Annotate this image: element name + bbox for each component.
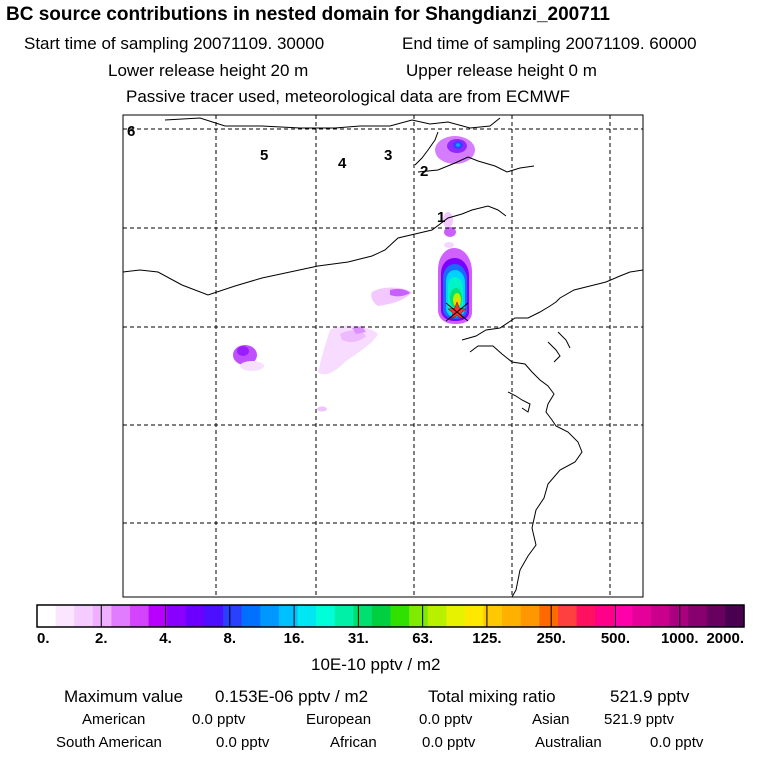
- time-marker-1: 1: [437, 209, 445, 226]
- region-australian-label: Australian: [535, 734, 602, 751]
- legend-swatch: [390, 605, 410, 627]
- region-australian-value: 0.0 pptv: [650, 734, 704, 751]
- legend-level-label: 2000.: [706, 630, 744, 647]
- page-title: BC source contributions in nested domain…: [6, 4, 610, 25]
- region-american-value: 0.0 pptv: [192, 711, 246, 728]
- region-african-label: African: [330, 734, 377, 751]
- legend-swatch: [502, 605, 522, 627]
- coastlines: [123, 117, 643, 597]
- legend-swatch: [520, 605, 540, 627]
- max-value-label: Maximum value: [64, 687, 184, 706]
- legend-swatch: [55, 605, 75, 627]
- legend-unit: 10E-10 pptv / m2: [311, 655, 441, 674]
- legend-swatch: [185, 605, 206, 627]
- legend-level-label: 500.: [601, 630, 630, 647]
- legend-swatch: [241, 605, 261, 627]
- legend-level-label: 125.: [472, 630, 501, 647]
- legend-colorbar: [37, 605, 745, 627]
- legend-swatch: [483, 605, 503, 627]
- legend-level-label: 2.: [95, 630, 108, 647]
- legend-level-label: 1000.: [661, 630, 699, 647]
- release-upper: Upper release height 0 m: [406, 61, 597, 80]
- legend-swatch: [446, 605, 466, 627]
- legend-level-label: 63.: [412, 630, 433, 647]
- region-south-american-value: 0.0 pptv: [216, 734, 270, 751]
- time-markers: 1 2 3 4 5 6: [127, 123, 445, 226]
- legend-labels: 0. 2. 4. 8. 16. 31. 63. 125. 250. 500. 1000. 2000.: [37, 630, 744, 647]
- legend-swatch: [409, 605, 429, 627]
- legend-swatch: [353, 605, 373, 627]
- legend-swatch: [576, 605, 596, 627]
- tracer-note: Passive tracer used, meteorological data…: [126, 87, 571, 106]
- legend-swatch: [650, 605, 671, 627]
- legend-swatch: [632, 605, 652, 627]
- receptor-star-icon: [445, 301, 469, 322]
- legend-level-label: 250.: [537, 630, 566, 647]
- legend-swatch: [278, 605, 299, 627]
- legend-swatch: [557, 605, 578, 627]
- legend-swatch: [427, 605, 447, 627]
- region-south-american-label: South American: [56, 734, 162, 751]
- map-grid: [123, 115, 643, 597]
- legend-swatch: [613, 605, 633, 627]
- legend-level-label: 0.: [37, 630, 50, 647]
- legend-swatch: [260, 605, 280, 627]
- time-marker-6: 6: [127, 123, 135, 140]
- time-marker-4: 4: [338, 155, 347, 172]
- max-value: 0.153E-06 pptv / m2: [215, 687, 369, 706]
- legend-level-label: 4.: [159, 630, 172, 647]
- legend-level-label: 31.: [348, 630, 369, 647]
- total-mixing-label: Total mixing ratio: [428, 687, 556, 706]
- time-marker-5: 5: [260, 147, 268, 164]
- region-european-label: European: [306, 711, 372, 728]
- map-frame: [123, 115, 643, 597]
- legend-swatch: [167, 605, 187, 627]
- legend-swatch: [92, 605, 113, 627]
- region-asian-value: 521.9 pptv: [604, 711, 675, 728]
- legend-swatch: [130, 605, 150, 627]
- sampling-start: Start time of sampling 20071109. 30000: [24, 34, 325, 53]
- legend-swatch: [74, 605, 94, 627]
- legend-swatch: [148, 605, 168, 627]
- legend-swatch: [37, 605, 57, 627]
- legend-swatch: [539, 605, 559, 627]
- sampling-end: End time of sampling 20071109. 60000: [402, 34, 697, 53]
- legend-frame: [36, 604, 745, 628]
- total-mixing-value: 521.9 pptv: [610, 687, 690, 706]
- legend-swatch: [725, 605, 745, 627]
- legend-swatch: [595, 605, 615, 627]
- legend-swatch: [706, 605, 726, 627]
- legend-swatch: [464, 605, 485, 627]
- legend-swatch: [223, 605, 243, 627]
- release-lower: Lower release height 20 m: [108, 61, 309, 80]
- legend-swatch: [334, 605, 354, 627]
- legend-swatch: [669, 605, 689, 627]
- legend-swatch: [297, 605, 317, 627]
- legend-swatch: [371, 605, 392, 627]
- region-american-label: American: [82, 711, 146, 728]
- time-marker-3: 3: [384, 147, 392, 164]
- legend-level-label: 16.: [284, 630, 305, 647]
- legend-swatch: [688, 605, 708, 627]
- region-asian-label: Asian: [532, 711, 570, 728]
- legend-swatch: [111, 605, 131, 627]
- legend-swatch: [204, 605, 224, 627]
- region-african-value: 0.0 pptv: [422, 734, 476, 751]
- legend-level-label: 8.: [224, 630, 237, 647]
- region-european-value: 0.0 pptv: [419, 711, 473, 728]
- time-marker-2: 2: [420, 163, 428, 180]
- legend-swatch: [316, 605, 336, 627]
